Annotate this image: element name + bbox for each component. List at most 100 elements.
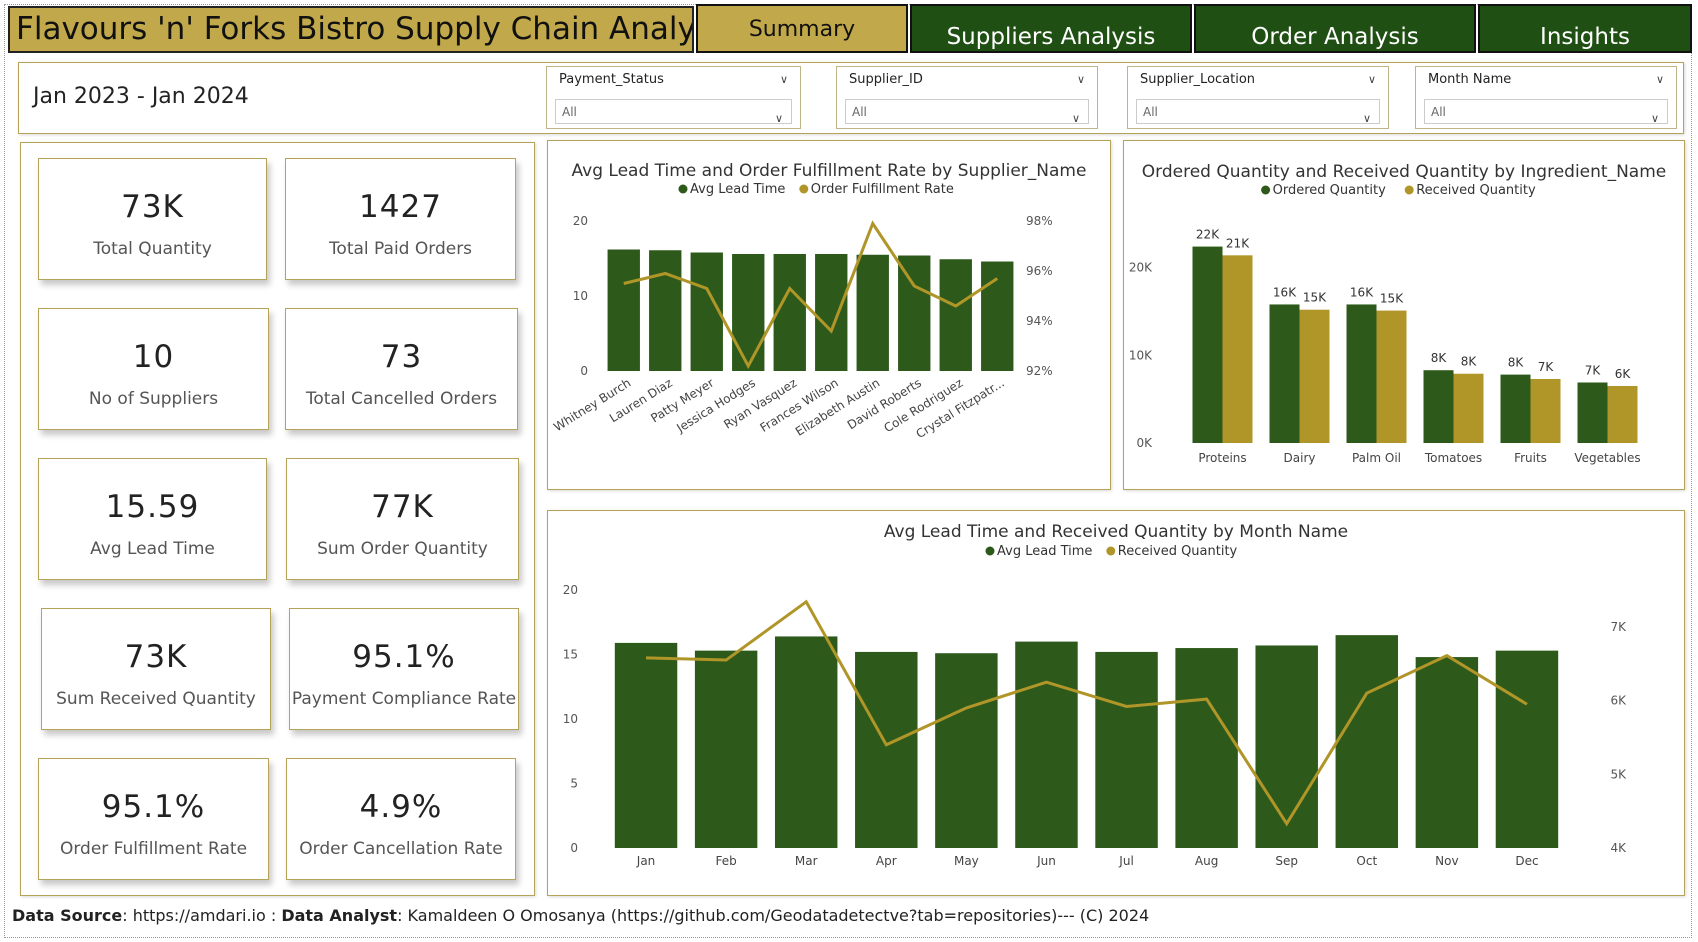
kpi-value: 4.9% [359, 789, 443, 825]
footer-source-label: Data Source [12, 906, 123, 925]
slicer-value: All [1143, 105, 1158, 119]
chevron-down-icon[interactable]: ∨ [1367, 73, 1376, 86]
bar-avg-lead-time [815, 254, 848, 371]
slicer-month-name[interactable]: Month Name ∨ All ∨ [1415, 66, 1677, 129]
data-label: 8K [1461, 355, 1478, 369]
y-left-tick-label: 10 [563, 712, 578, 726]
tab-summary[interactable]: Summary [696, 4, 908, 53]
legend-label: Ordered Quantity [1273, 183, 1387, 198]
x-tick-label: Vegetables [1574, 451, 1640, 465]
chevron-down-icon: ∨ [774, 112, 783, 125]
data-label: 15K [1303, 291, 1327, 305]
x-tick-label: Oct [1356, 854, 1377, 868]
kpi-value: 10 [132, 339, 175, 375]
kpi-value: 77K [371, 489, 434, 525]
y-tick-label: 20K [1129, 261, 1153, 275]
slicer-dropdown[interactable]: All ∨ [1136, 99, 1380, 125]
bar-avg-lead-time [1255, 645, 1318, 848]
slicer-payment-status[interactable]: Payment_Status ∨ All ∨ [546, 66, 801, 129]
y-right-tick-label: 7K [1610, 620, 1627, 634]
chevron-down-icon[interactable]: ∨ [779, 73, 788, 86]
y-right-tick-label: 94% [1026, 314, 1053, 328]
page-title: Flavours 'n' Forks Bistro Supply Chain A… [8, 6, 694, 53]
y-left-tick-label: 15 [563, 648, 578, 662]
bar-avg-lead-time [732, 254, 765, 371]
kpi-label: Total Paid Orders [328, 239, 473, 259]
slicer-value: All [562, 105, 577, 119]
kpi-card-sum-received-quantity: 73K Sum Received Quantity [41, 608, 271, 730]
x-tick-label: Proteins [1198, 451, 1246, 465]
supplier-lead-time-chart: Avg Lead Time Order Fulfillment Rate 0 10 20… [551, 182, 1053, 441]
kpi-card-order-fulfillment-rate: 95.1% Order Fulfillment Rate [38, 758, 269, 880]
data-label: 7K [1585, 363, 1602, 377]
kpi-value: 73 [380, 339, 423, 375]
kpi-card-sum-order-quantity: 77K Sum Order Quantity [286, 458, 519, 580]
legend-marker [1106, 546, 1116, 556]
slicer-dropdown[interactable]: All ∨ [845, 99, 1089, 125]
legend-marker [1404, 185, 1414, 195]
bar-received-quantity [1299, 309, 1330, 443]
tab-suppliers-analysis[interactable]: Suppliers Analysis [910, 4, 1192, 53]
slicer-supplier-id[interactable]: Supplier_ID ∨ All ∨ [836, 66, 1098, 129]
kpi-label: Sum Order Quantity [317, 539, 488, 559]
y-right-tick-label: 4K [1610, 841, 1627, 855]
bar-avg-lead-time [1015, 641, 1078, 848]
kpi-value: 15.59 [105, 489, 200, 525]
kpi-value: 95.1% [352, 639, 456, 675]
bar-avg-lead-time [1495, 650, 1559, 848]
slicer-dropdown[interactable]: All ∨ [1424, 99, 1668, 125]
kpi-label: No of Suppliers [88, 389, 219, 409]
y-left-tick-label: 10 [573, 289, 588, 303]
slicer-supplier-location[interactable]: Supplier_Location ∨ All ∨ [1127, 66, 1389, 129]
bar-ordered-quantity [1577, 382, 1608, 443]
bar-received-quantity [1530, 378, 1561, 443]
bar-ordered-quantity [1269, 304, 1300, 443]
data-label: 16K [1350, 285, 1374, 299]
y-right-tick-label: 96% [1026, 264, 1053, 278]
bar-avg-lead-time [773, 254, 806, 371]
bar-received-quantity [1607, 386, 1638, 443]
tab-insights[interactable]: Insights [1478, 4, 1692, 53]
date-range: Jan 2023 - Jan 2024 [33, 84, 249, 109]
line-order-fulfillment-rate [623, 220, 999, 370]
x-tick-label: Jul [1118, 854, 1133, 868]
bar-received-quantity [1376, 310, 1407, 443]
legend-label: Received Quantity [1118, 544, 1238, 559]
footer-analyst-label: Data Analyst [281, 906, 398, 925]
tab-order-analysis[interactable]: Order Analysis [1194, 4, 1476, 53]
x-tick-label: Dec [1515, 854, 1538, 868]
data-label: 21K [1226, 236, 1250, 250]
chevron-down-icon: ∨ [1071, 112, 1080, 125]
kpi-label: Total Cancelled Orders [305, 389, 498, 409]
slicer-value: All [852, 105, 867, 119]
legend-label: Received Quantity [1416, 183, 1536, 198]
x-tick-label: Tomatoes [1424, 451, 1482, 465]
footer-analyst-value: : Kamaldeen O Omosanya (https://github.c… [397, 906, 1150, 925]
month-lead-time-chart: Avg Lead Time Received Quantity 0 5 10 15 20 4K… [563, 544, 1627, 868]
kpi-card-total-cancelled-orders: 73 Total Cancelled Orders [285, 308, 518, 430]
bar-avg-lead-time [1415, 657, 1479, 848]
line-received-quantity [646, 599, 1528, 827]
chevron-down-icon[interactable]: ∨ [1076, 73, 1085, 86]
bar-avg-lead-time [774, 636, 838, 848]
x-tick-label: Dairy [1284, 451, 1316, 465]
bar-ordered-quantity [1500, 374, 1531, 443]
kpi-value: 1427 [359, 189, 442, 225]
kpi-label: Total Quantity [93, 239, 212, 259]
bar-ordered-quantity [1346, 304, 1377, 443]
slicer-dropdown[interactable]: All ∨ [555, 99, 792, 125]
x-tick-label: Jun [1036, 854, 1056, 868]
y-left-tick-label: 0 [580, 364, 588, 378]
chevron-down-icon[interactable]: ∨ [1655, 73, 1664, 86]
bar-avg-lead-time [935, 653, 998, 848]
data-label: 16K [1273, 285, 1297, 299]
x-tick-label: May [954, 854, 979, 868]
legend-label: Avg Lead Time [690, 182, 785, 197]
x-tick-label: Palm Oil [1352, 451, 1401, 465]
bar-avg-lead-time [694, 650, 758, 848]
chevron-down-icon: ∨ [1362, 112, 1371, 125]
data-label: 8K [1431, 351, 1448, 365]
kpi-card-total-paid-orders: 1427 Total Paid Orders [285, 158, 516, 280]
legend-marker [799, 184, 809, 194]
bar-avg-lead-time [898, 255, 931, 371]
